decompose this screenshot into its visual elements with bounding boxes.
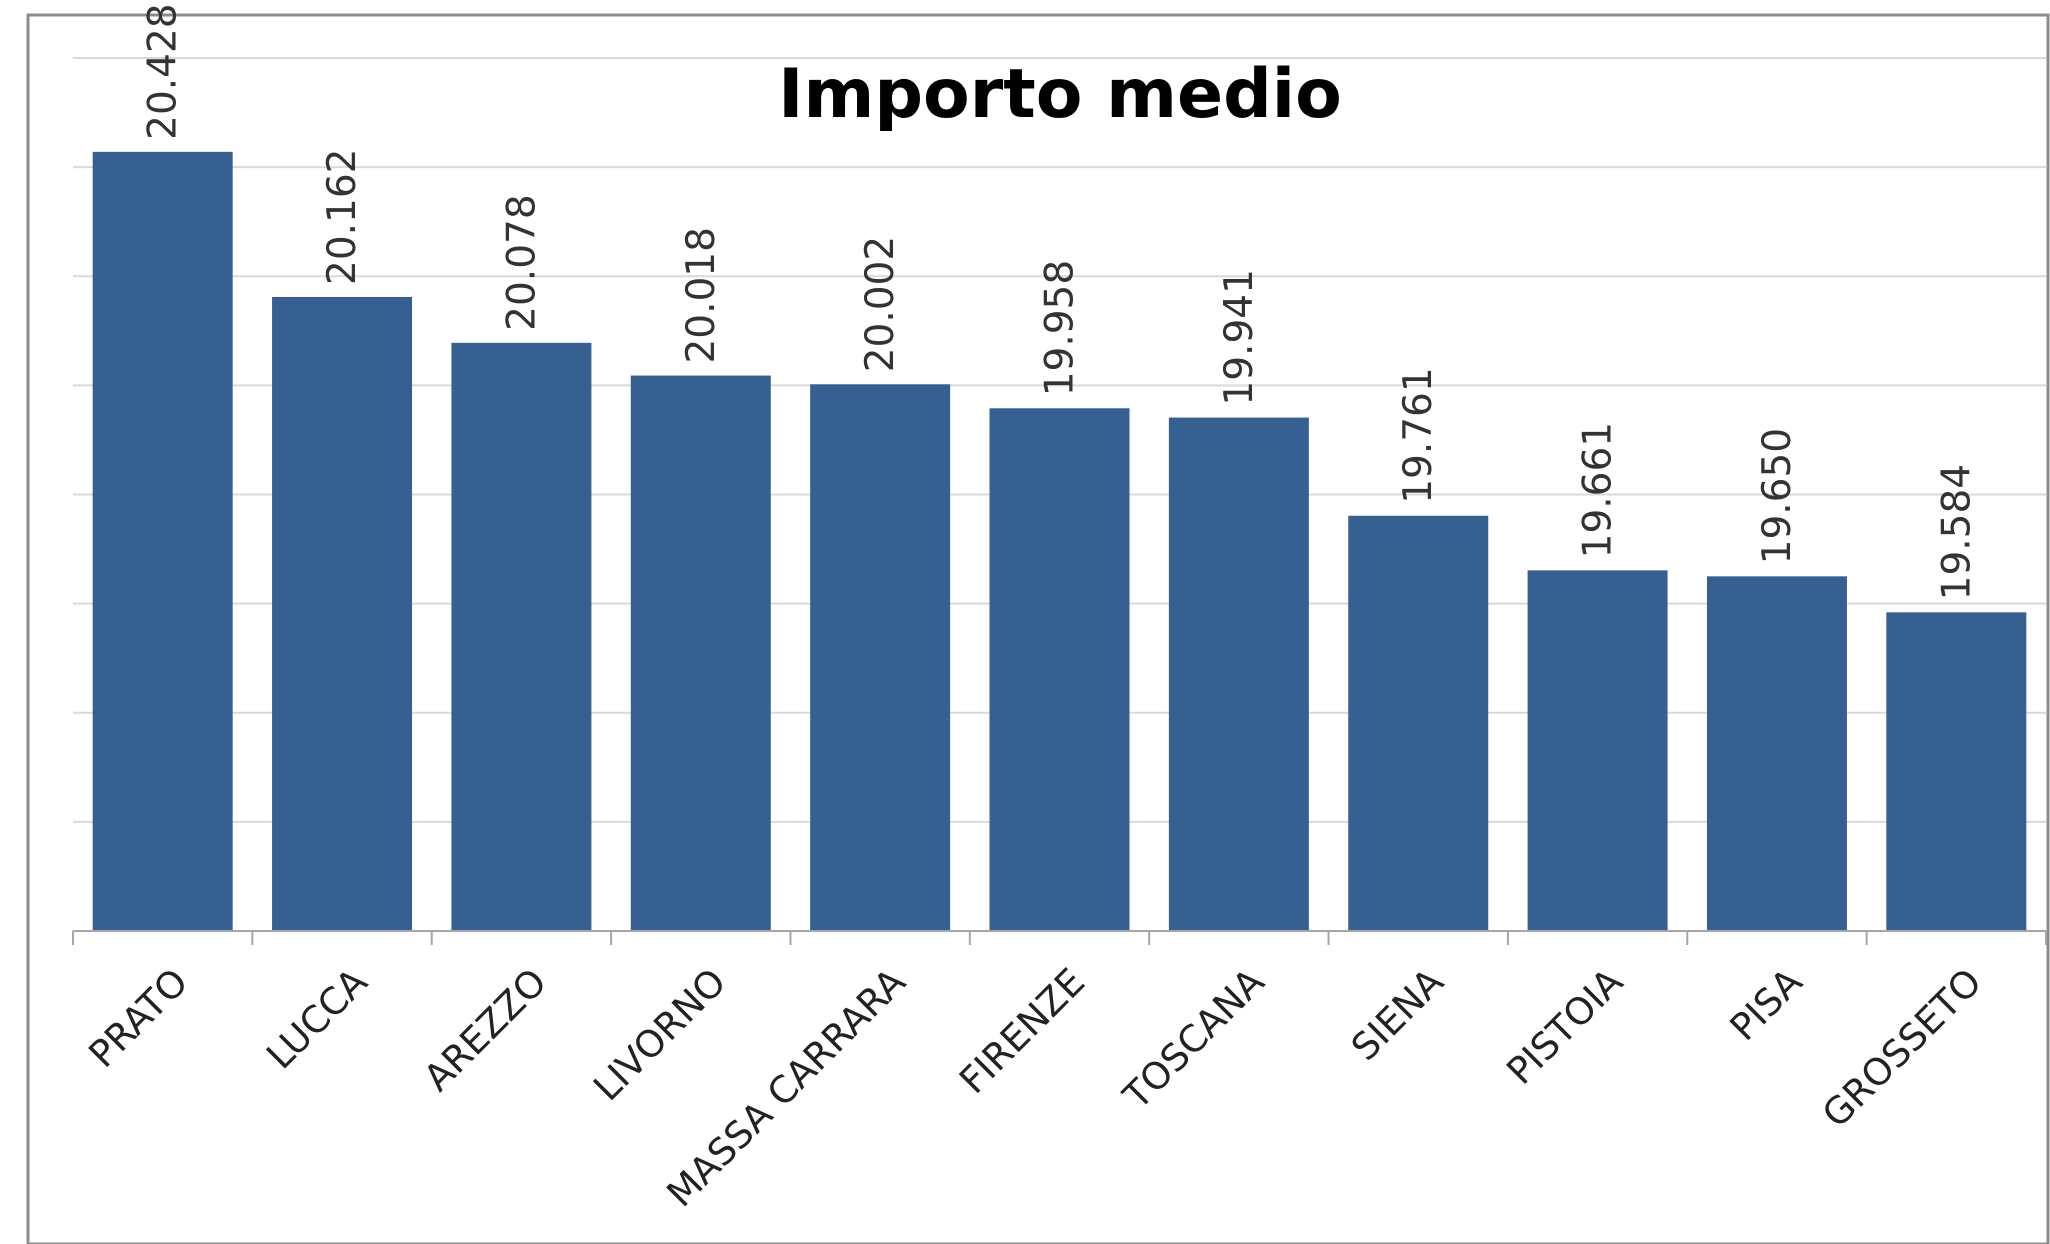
- bar-grosseto: [1886, 612, 2027, 931]
- bar-livorno: [630, 375, 771, 932]
- bar-prato: [92, 151, 233, 931]
- data-label: 19.958: [1038, 260, 1083, 396]
- bar-firenze: [989, 408, 1130, 931]
- data-label: 20.162: [320, 149, 365, 285]
- data-label: 19.650: [1755, 428, 1800, 564]
- data-labels: 20.428 20.162 20.078 20.018 20.002 19.958 19.9…: [141, 3, 1980, 600]
- bar-massa-carrara: [810, 384, 951, 931]
- data-label: 19.661: [1576, 422, 1621, 558]
- bar-pistoia: [1527, 570, 1668, 931]
- bar-lucca: [272, 296, 413, 931]
- data-label: 19.941: [1217, 269, 1262, 405]
- bars: [92, 151, 2027, 932]
- x-axis: [72, 930, 2047, 945]
- chart-title: Importo medio: [778, 55, 1342, 134]
- data-label: 20.018: [679, 227, 724, 363]
- bar-pisa: [1706, 576, 1847, 931]
- data-label: 20.428: [141, 3, 186, 139]
- data-label: 20.002: [858, 236, 903, 372]
- data-label: 19.584: [1934, 464, 1979, 600]
- data-label: 20.078: [499, 194, 544, 330]
- data-label: 19.761: [1396, 367, 1441, 503]
- bar-toscana: [1168, 417, 1309, 931]
- bar-siena: [1348, 515, 1489, 931]
- bar-arezzo: [451, 342, 592, 931]
